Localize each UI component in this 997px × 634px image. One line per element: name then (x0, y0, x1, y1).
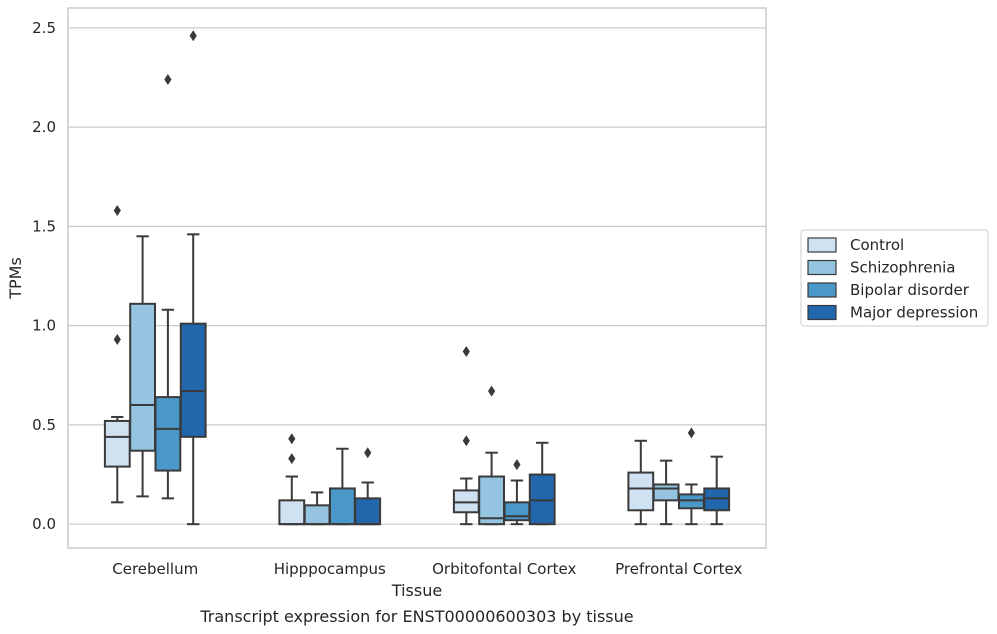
box-control (103, 205, 131, 504)
box-schizophrenia (478, 385, 505, 526)
box-iqr (103, 419, 131, 468)
outlier-point (364, 447, 372, 459)
legend-swatch (807, 304, 837, 321)
outlier-point (513, 459, 521, 471)
outlier-point (189, 30, 197, 42)
y-tick-label: 2.5 (32, 19, 56, 37)
y-tick-label: 0.5 (32, 416, 56, 434)
box-iqr (179, 322, 207, 438)
legend-frame (800, 229, 989, 327)
x-tick-label: Prefrontal Cortex (615, 560, 742, 578)
box-major-depression (703, 455, 731, 526)
plot-area-frame (67, 7, 767, 549)
y-tick-label: 1.5 (32, 217, 56, 235)
legend: Control Schizophrenia Bipolar disorder Majo… (800, 229, 989, 327)
box-iqr (478, 475, 505, 526)
legend-swatch (807, 282, 837, 298)
outlier-point (487, 385, 496, 397)
box-major-depression (179, 30, 207, 526)
box-major-depression (528, 441, 556, 526)
outlier-point (113, 334, 121, 346)
box-bipolar-disorder (154, 73, 182, 500)
x-axis-label: Tissue (391, 581, 442, 600)
box-iqr (503, 501, 531, 522)
box-iqr (154, 396, 182, 472)
y-tick-label: 1.0 (32, 317, 56, 335)
x-tick-label: Orbitofontal Cortex (432, 560, 576, 578)
box-iqr (303, 504, 331, 526)
legend-label: Control (850, 236, 904, 254)
box-iqr (627, 471, 655, 512)
chart-caption: Transcript expression for ENST0000060030… (199, 607, 633, 626)
box-schizophrenia (652, 459, 680, 526)
legend-label: Schizophrenia (850, 259, 955, 277)
outlier-point (113, 205, 121, 216)
y-tick-labels: 0.0 0.5 1.0 1.5 2.0 2.5 (32, 19, 56, 533)
legend-swatch (807, 259, 837, 276)
outlier-point (687, 427, 696, 439)
outlier-point (288, 433, 296, 445)
y-axis-label: TPMs (6, 257, 25, 300)
box-bipolar-disorder (678, 427, 705, 526)
box-major-depression (354, 447, 382, 526)
legend-swatch (807, 237, 837, 253)
y-tick-label: 0.0 (32, 515, 56, 533)
y-tick-label: 2.0 (32, 118, 56, 136)
box-iqr (354, 497, 382, 526)
outlier-point (164, 73, 172, 85)
box-groups (103, 30, 731, 526)
x-tick-label: Cerebellum (112, 560, 198, 578)
legend-label: Major depression (850, 304, 978, 322)
box-control (278, 433, 306, 526)
box-iqr (329, 487, 356, 526)
outlier-point (462, 345, 470, 357)
outlier-point (462, 435, 470, 447)
legend-label: Bipolar disorder (850, 281, 970, 299)
box-iqr (278, 499, 306, 526)
outlier-point (288, 453, 296, 465)
box-iqr (652, 483, 680, 502)
x-tick-label: Hipppocampus (274, 560, 386, 578)
x-tick-labels: Cerebellum Hipppocampus Orbitofontal Corte… (112, 560, 742, 578)
box-iqr (129, 302, 156, 452)
box-schizophrenia (129, 235, 156, 498)
box-control (452, 345, 480, 526)
